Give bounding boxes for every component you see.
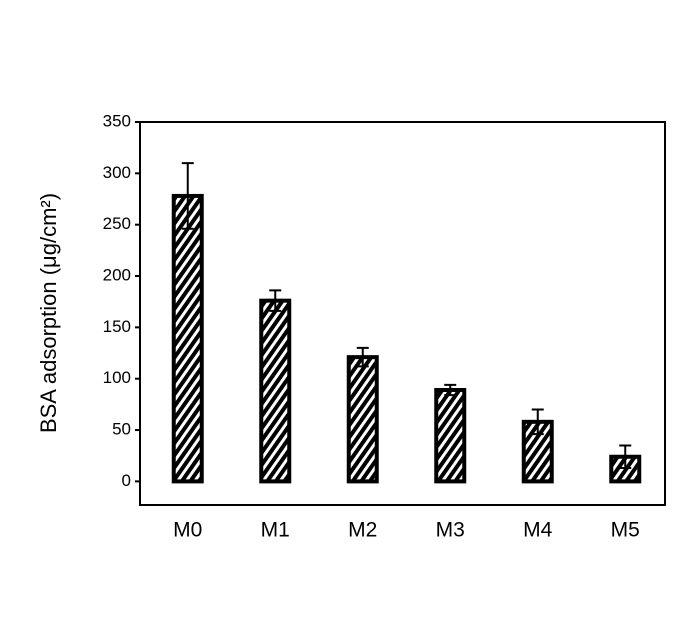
error-bar [619, 444, 632, 470]
bar [259, 298, 292, 484]
y-axis-label: BSA adsorption (μg/cm²) [36, 193, 61, 433]
y-tick-label: 150 [103, 317, 131, 336]
x-tick-label: M1 [261, 519, 290, 542]
error-bar [531, 408, 544, 436]
bar [346, 355, 379, 484]
y-tick-label: 200 [103, 266, 131, 285]
x-tick-label: M4 [523, 519, 552, 542]
bar [434, 387, 467, 484]
x-tick-label: M3 [436, 519, 465, 542]
plot-frame [139, 121, 666, 506]
error-bar [444, 383, 457, 397]
x-tick-label: M2 [348, 519, 377, 542]
error-bar [181, 162, 194, 230]
y-tick-label: 300 [103, 163, 131, 182]
y-tick-label: 350 [103, 111, 131, 130]
y-tick-label: 50 [112, 420, 131, 439]
x-tick-label: M0 [173, 519, 202, 542]
x-tick-label: M5 [611, 519, 640, 542]
y-tick-label: 100 [103, 368, 131, 387]
y-tick-label: 250 [103, 214, 131, 233]
error-bar [269, 289, 282, 312]
y-tick-label: 0 [122, 471, 131, 490]
bar [171, 193, 204, 484]
error-bar [356, 346, 369, 368]
